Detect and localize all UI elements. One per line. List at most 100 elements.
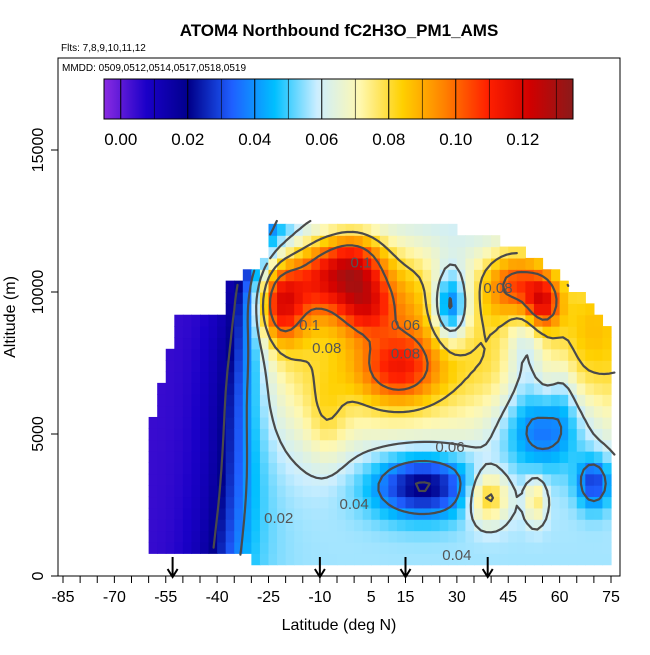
heatmap-cell: [302, 360, 312, 373]
heatmap-cell: [371, 428, 381, 441]
heatmap-cell: [491, 371, 501, 384]
heatmap-cell: [371, 553, 381, 566]
heatmap-cell: [414, 382, 424, 395]
heatmap-cell: [234, 462, 244, 475]
heatmap-cell: [328, 348, 338, 361]
heatmap-cell: [362, 223, 372, 236]
heatmap-cell: [225, 473, 235, 486]
heatmap-cell: [217, 348, 227, 361]
heatmap-cell: [277, 235, 287, 248]
heatmap-cell: [422, 246, 432, 259]
heatmap-cell: [371, 246, 381, 259]
heatmap-cell: [482, 405, 492, 418]
heatmap-cell: [362, 337, 372, 350]
heatmap-cell: [285, 485, 295, 498]
heatmap-cell: [379, 382, 389, 395]
heatmap-cell: [302, 269, 312, 282]
heatmap-cell: [362, 314, 372, 327]
heatmap-cell: [559, 439, 569, 452]
heatmap-cell: [268, 235, 278, 248]
heatmap-cell: [474, 314, 484, 327]
heatmap-cell: [165, 416, 175, 429]
heatmap-cell: [491, 507, 501, 520]
heatmap-cell: [405, 553, 415, 566]
heatmap-cell: [362, 541, 372, 554]
heatmap-cell: [474, 541, 484, 554]
heatmap-cell: [559, 507, 569, 520]
heatmap-cell: [533, 360, 544, 373]
heatmap-cell: [593, 337, 604, 350]
heatmap-cell: [345, 337, 355, 350]
heatmap-cell: [576, 416, 586, 429]
heatmap-cell: [362, 485, 372, 498]
heatmap-cell: [491, 462, 501, 475]
heatmap-cell: [285, 394, 295, 407]
heatmap-cell: [311, 553, 321, 566]
colorbar-tick-label: 0.00: [104, 130, 137, 149]
heatmap-cell: [542, 496, 552, 509]
flight-marker-arrowhead: [314, 568, 326, 579]
heatmap-cell: [542, 519, 552, 532]
heatmap-cell: [482, 451, 492, 463]
heatmap-cell: [456, 337, 467, 350]
heatmap-cell: [533, 507, 544, 520]
heatmap-cell: [439, 223, 449, 236]
heatmap-cell: [431, 462, 441, 475]
heatmap-cell: [277, 360, 287, 373]
heatmap-cell: [362, 507, 372, 520]
heatmap-cell: [251, 326, 261, 339]
heatmap-cell: [371, 439, 381, 452]
heatmap-cell: [191, 394, 201, 407]
heatmap-cell: [465, 292, 475, 304]
heatmap-cell: [396, 485, 407, 498]
heatmap-cell: [533, 348, 544, 361]
heatmap-cell: [396, 303, 407, 316]
heatmap-cell: [328, 337, 338, 350]
heatmap-cell: [234, 519, 244, 532]
heatmap-cell: [422, 485, 432, 498]
heatmap-cell: [499, 439, 509, 452]
heatmap-cell: [259, 303, 270, 316]
heatmap-cell: [474, 348, 484, 361]
heatmap-cell: [319, 292, 330, 304]
heatmap-cell: [396, 314, 407, 327]
heatmap-cell: [285, 337, 295, 350]
heatmap-cell: [456, 519, 467, 532]
heatmap-cell: [405, 473, 415, 486]
heatmap-cell: [568, 303, 578, 316]
heatmap-cell: [157, 382, 167, 395]
heatmap-cell: [157, 439, 167, 452]
heatmap-cell: [474, 451, 484, 463]
heatmap-cell: [328, 519, 338, 532]
heatmap-cell: [491, 451, 501, 463]
heatmap-cell: [217, 541, 227, 554]
heatmap-cell: [448, 507, 458, 520]
heatmap-cell: [371, 303, 381, 316]
heatmap-cell: [431, 473, 441, 486]
heatmap-cell: [242, 530, 252, 543]
heatmap-cell: [191, 507, 201, 520]
heatmap-cell: [157, 405, 167, 418]
heatmap-cell: [499, 269, 509, 282]
heatmap-cell: [448, 382, 458, 395]
heatmap-cell: [551, 462, 561, 475]
heatmap-cell: [319, 416, 330, 429]
heatmap-cell: [551, 541, 561, 554]
heatmap-cell: [200, 439, 210, 452]
heatmap-cell: [157, 519, 167, 532]
heatmap-cell: [345, 326, 355, 339]
heatmap-cell: [516, 314, 526, 327]
heatmap-cell: [234, 360, 244, 373]
heatmap-cell: [422, 462, 432, 475]
heatmap-cell: [354, 360, 364, 373]
heatmap-cell: [559, 348, 569, 361]
heatmap-cell: [568, 292, 578, 304]
heatmap-cell: [251, 269, 261, 282]
heatmap-cell: [182, 394, 193, 407]
heatmap-cell: [242, 269, 252, 282]
heatmap-cell: [439, 348, 449, 361]
heatmap-cell: [593, 485, 604, 498]
heatmap-cell: [499, 416, 509, 429]
heatmap-cell: [388, 280, 398, 293]
heatmap-cell: [191, 485, 201, 498]
